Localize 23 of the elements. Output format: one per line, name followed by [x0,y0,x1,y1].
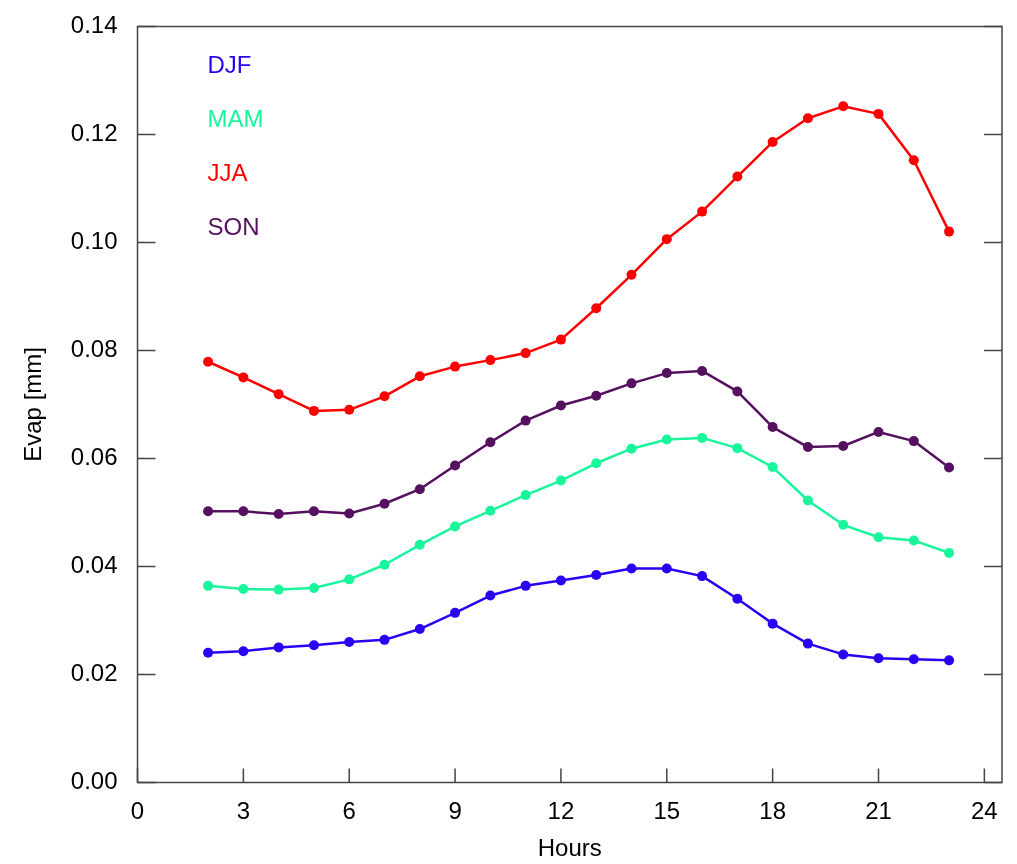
x-tick-label: 18 [759,797,786,825]
text: MAM [207,105,264,133]
text: DJF [207,51,252,79]
x-tick-label: 24 [971,797,998,825]
y-tick-label: 0.12 [70,119,118,147]
text: SON [207,213,260,241]
y-tick-label: 0.14 [70,11,118,39]
y-tick-label: 0.06 [70,443,118,471]
y-tick-label: 0.10 [70,227,118,255]
x-tick-label: 9 [448,797,462,825]
x-tick-label: 21 [865,797,892,825]
y-tick-label: 0.02 [70,659,118,687]
x-axis-title: Hours [537,834,602,862]
x-tick-label: 0 [130,797,145,825]
y-tick-label: 0.00 [70,767,118,795]
x-tick-label: 15 [653,797,681,825]
x-tick-label: 6 [342,797,356,825]
x-tick-label: 3 [236,797,251,825]
y-tick-label: 0.08 [70,335,118,363]
y-tick-label: 0.04 [70,551,118,579]
y-axis-title: Evap [mm] [19,347,47,462]
text: JJA [207,159,248,187]
x-tick-label: 12 [547,797,575,825]
